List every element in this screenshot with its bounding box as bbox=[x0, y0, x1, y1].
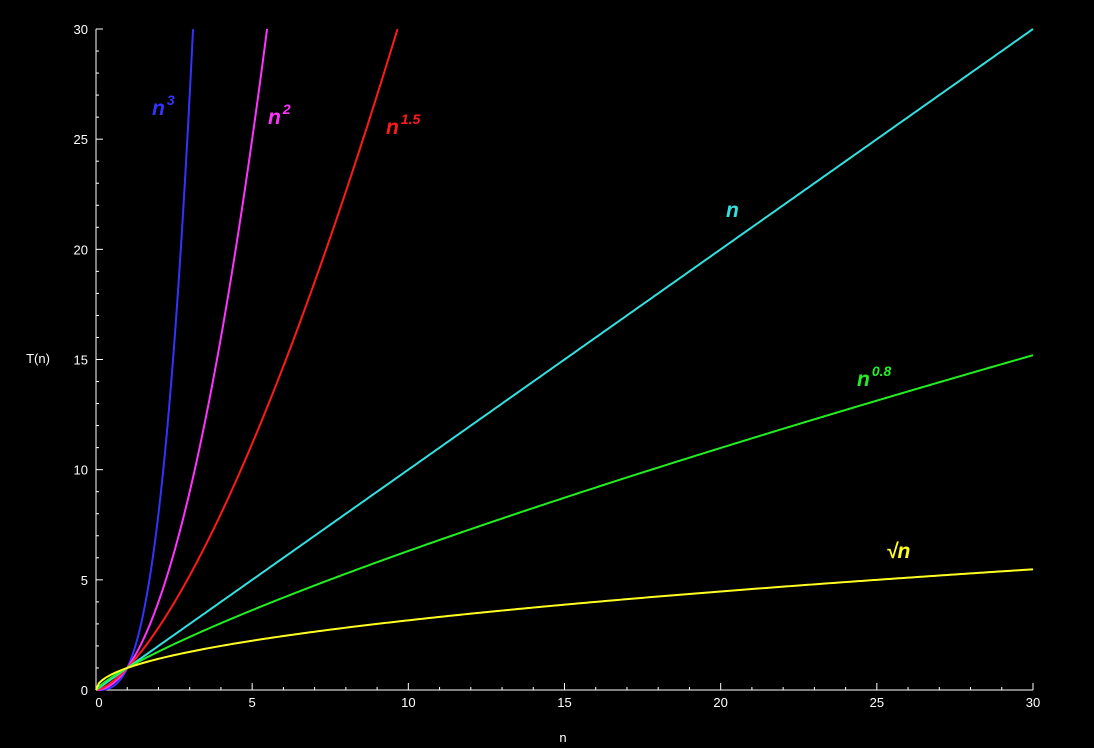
curves bbox=[95, 28, 1034, 691]
x-tick-label: 20 bbox=[713, 695, 727, 710]
series-label: √n bbox=[886, 540, 910, 563]
series-line bbox=[95, 568, 1034, 691]
y-axis-label: T(n) bbox=[26, 351, 50, 366]
x-tick-label: 30 bbox=[1026, 695, 1040, 710]
series-line bbox=[96, 29, 195, 691]
curve-labels: n 3 n 2 n 1.5 n n 0.8 √n bbox=[152, 92, 910, 563]
x-tick-label: 25 bbox=[870, 695, 884, 710]
series-label: n 0.8 bbox=[857, 363, 892, 391]
series-label: n 1.5 bbox=[386, 111, 421, 139]
y-tick-label: 25 bbox=[74, 132, 88, 147]
axes: 0 5 10 15 20 25 30 0 5 10 15 20 25 30 bbox=[74, 22, 1041, 710]
series-label: n bbox=[726, 199, 739, 222]
x-tick-label: 10 bbox=[401, 695, 415, 710]
y-tick-label: 10 bbox=[74, 463, 88, 478]
y-tick-label: 0 bbox=[81, 683, 88, 698]
y-tick-label: 30 bbox=[74, 22, 88, 37]
x-tick-label: 0 bbox=[95, 695, 102, 710]
series-line bbox=[95, 28, 399, 691]
y-tick-label: 15 bbox=[74, 353, 88, 368]
x-tick-label: 15 bbox=[557, 695, 571, 710]
series-line bbox=[95, 354, 1034, 691]
x-tick-label: 5 bbox=[249, 695, 256, 710]
y-tick-label: 20 bbox=[74, 242, 88, 257]
y-tick-label: 5 bbox=[81, 573, 88, 588]
x-axis-label: n bbox=[559, 730, 566, 745]
series-line bbox=[95, 28, 1034, 691]
